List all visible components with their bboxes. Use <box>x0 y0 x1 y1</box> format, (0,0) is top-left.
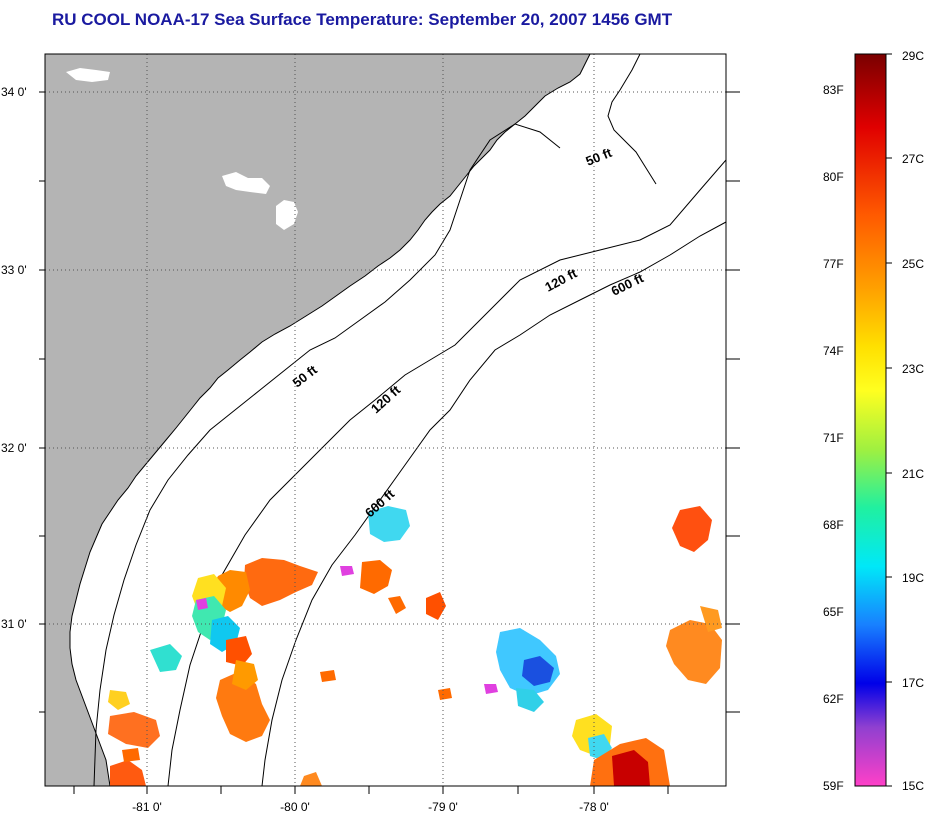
colorbar-ticks <box>886 53 892 787</box>
lon-label: -81 0' <box>132 800 162 814</box>
land-mass <box>45 54 590 786</box>
lake-shape <box>276 200 298 230</box>
lon-label: -80 0' <box>280 800 310 814</box>
lake-shape <box>222 172 270 194</box>
colorbar-f-label: 74F <box>823 344 844 358</box>
colorbar <box>854 53 887 787</box>
coastline <box>69 54 591 786</box>
colorbar-c-label: 25C <box>902 257 924 271</box>
lat-label: 34 0' <box>1 85 27 99</box>
colorbar-f-label: 59F <box>823 779 844 793</box>
map-frame <box>44 53 727 787</box>
isobath-50ft <box>93 123 561 786</box>
colorbar-f-label: 68F <box>823 518 844 532</box>
isobath-600ft <box>261 221 726 786</box>
frame-ticks <box>39 91 740 794</box>
colorbar-c-label: 23C <box>902 362 924 376</box>
colorbar-f-label: 62F <box>823 692 844 706</box>
colorbar-c-label: 21C <box>902 467 924 481</box>
lat-label: 32 0' <box>1 441 27 455</box>
sound-outline <box>607 54 657 185</box>
lake-shape <box>66 68 110 82</box>
colorbar-f-label: 83F <box>823 83 844 97</box>
colorbar-f-label: 71F <box>823 431 844 445</box>
lat-label: 31 0' <box>1 617 27 631</box>
lat-label: 33 0' <box>1 263 27 277</box>
colorbar-f-label: 80F <box>823 170 844 184</box>
colorbar-f-label: 77F <box>823 257 844 271</box>
grid-lines <box>45 54 726 786</box>
colorbar-f-label: 65F <box>823 605 844 619</box>
colorbar-c-label: 15C <box>902 779 924 793</box>
sst-data <box>108 506 722 786</box>
colorbar-c-label: 19C <box>902 571 924 585</box>
lon-label: -78 0' <box>579 800 609 814</box>
colorbar-c-label: 17C <box>902 676 924 690</box>
lon-label: -79 0' <box>428 800 458 814</box>
colorbar-c-label: 27C <box>902 152 924 166</box>
colorbar-c-label: 29C <box>902 49 924 63</box>
map-title: RU COOL NOAA-17 Sea Surface Temperature:… <box>52 10 673 29</box>
